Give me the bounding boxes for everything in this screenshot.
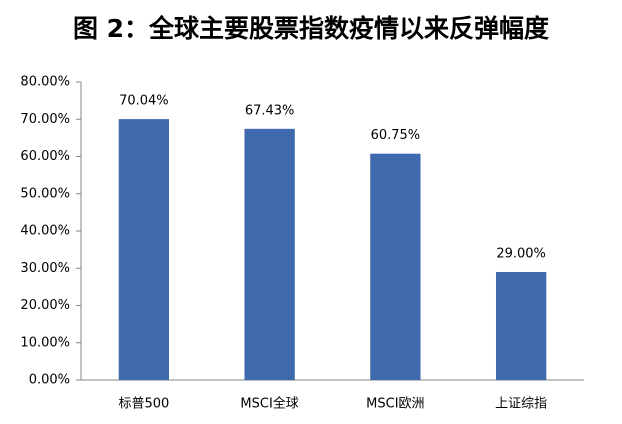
y-tick-label: 20.00% [20,298,70,313]
y-tick-label: 30.00% [20,261,70,276]
chart-title: 图 2：全球主要股票指数疫情以来反弹幅度 [73,14,549,43]
y-tick-label: 10.00% [20,335,70,350]
value-label: 29.00% [496,246,546,261]
value-label: 60.75% [371,128,421,143]
bar [244,128,295,380]
bar [495,271,547,380]
y-tick-label: 50.00% [20,186,70,201]
x-tick-label: 标普500 [118,397,169,412]
value-label: 70.04% [119,94,169,109]
y-tick-label: 60.00% [20,149,70,164]
bar [370,153,421,380]
x-tick-label: 上证综指 [495,397,547,412]
value-label: 67.43% [245,103,295,118]
y-tick-label: 40.00% [20,224,70,239]
x-tick-label: MSCI全球 [240,396,298,412]
y-tick-label: 70.00% [20,112,70,127]
y-tick-label: 80.00% [20,75,70,90]
y-tick-label: 0.00% [29,373,70,388]
bar [118,119,170,380]
x-tick-label: MSCI欧洲 [366,397,424,412]
